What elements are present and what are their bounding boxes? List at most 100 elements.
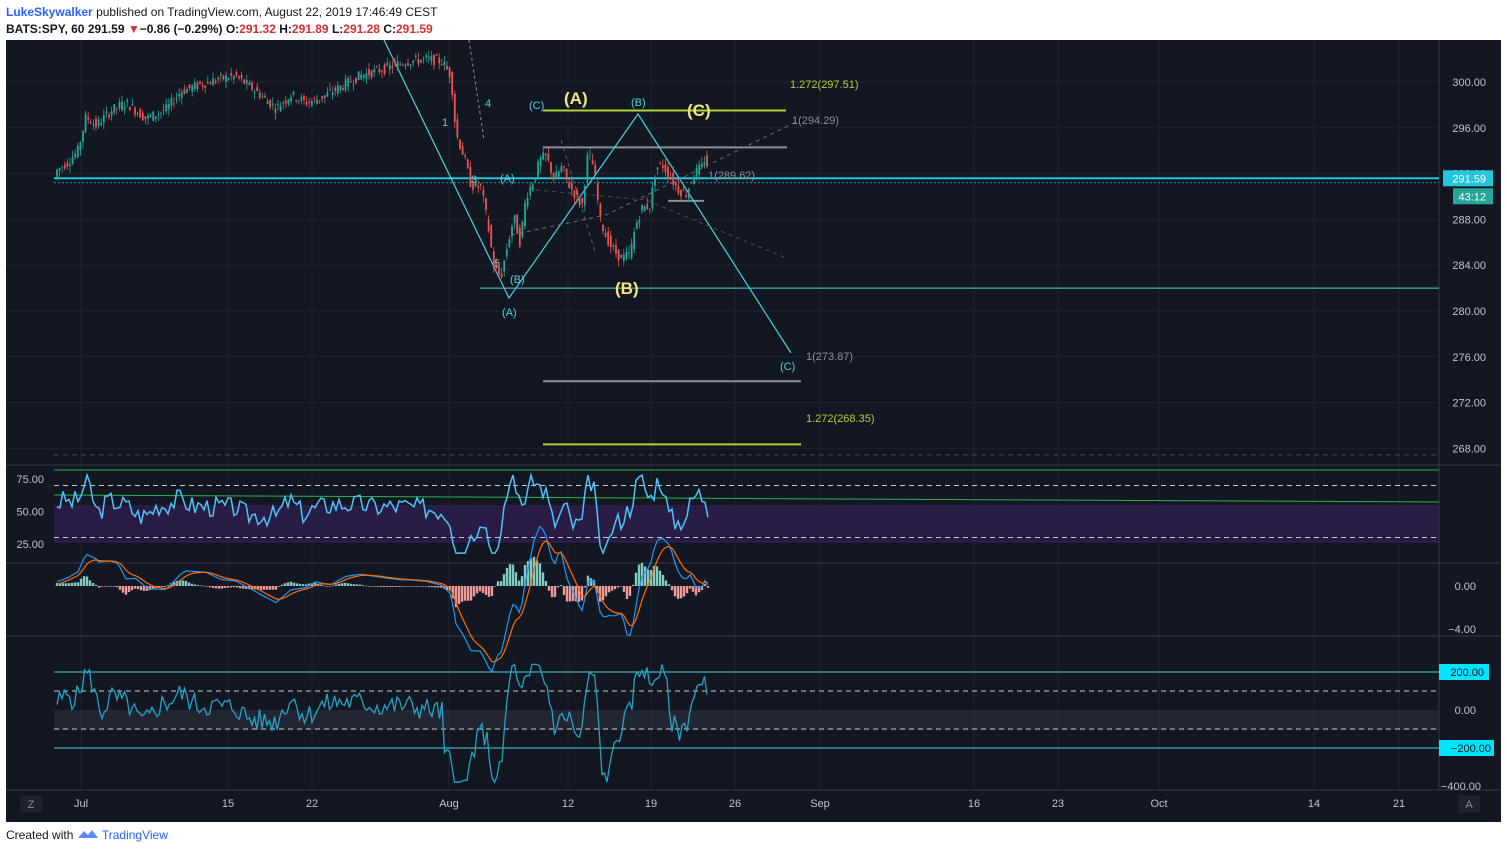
cci-tick-label: −400.00 [1441,781,1481,793]
candle-body [342,88,344,90]
auto-scale-a-button: A [1465,799,1473,811]
candle-body [193,82,196,90]
macd-histogram-bar [538,563,542,586]
macd-histogram-bar [298,583,302,586]
macd-histogram-bar [646,569,650,586]
macd-histogram-bar [616,586,620,588]
candle-body [638,219,641,223]
rsi-band-fill [54,505,1439,543]
candle-body [537,161,539,178]
date-tick-label: 21 [1393,798,1405,810]
candle-body [526,197,529,207]
macd-histogram-bar [241,586,245,589]
candle-body [282,102,285,104]
candle-body [251,82,253,90]
date-tick-label: 16 [968,798,980,810]
macd-histogram-bar [565,586,569,602]
candle-body [409,64,412,66]
candle-body [261,96,264,98]
macd-histogram-bar [301,584,305,586]
wave-label-A-major: (A) [564,89,588,108]
candle-body [412,60,415,63]
macd-histogram-bar [508,564,512,586]
candle-body [313,97,316,99]
macd-tick-label: 0.00 [1455,581,1476,593]
candle-body [110,111,113,116]
cci-200-badge-bg [1439,664,1489,680]
candle-body [630,243,633,259]
candle-body [277,103,279,105]
macd-histogram-bar [394,586,398,587]
macd-histogram-bar [124,586,128,595]
author-link[interactable]: LukeSkywalker [6,5,93,19]
macd-histogram-bar [214,586,218,589]
macd-histogram-bar [475,586,479,594]
candle-body [292,91,295,95]
macd-histogram-bar [148,586,152,591]
cci-tick-label: 200.00 [1450,667,1484,679]
candle-body [230,73,233,76]
macd-histogram-bar [664,580,668,586]
rsi-tick-label: 75.00 [16,474,44,486]
candle-body [542,152,545,160]
candle-body [641,204,643,211]
date-tick-label: 19 [645,798,657,810]
symbol-label: BATS:SPY, 60 [6,22,85,36]
candle-body [240,75,243,78]
macd-histogram-bar [196,585,200,586]
candle-body [175,97,178,99]
macd-histogram-bar [454,586,458,608]
candle-body [295,100,298,102]
macd-histogram-bar [628,586,632,596]
date-tick-label: 12 [562,798,574,810]
candle-body [266,101,269,105]
candle-body [388,64,391,70]
sub-wave-B-lower: (B) [510,274,525,286]
candle-body [196,83,199,89]
macd-histogram-bar [250,586,254,590]
wave-label-1: 1 [442,117,448,129]
macd-histogram-bar [385,586,389,587]
macd-histogram-bar [172,581,176,586]
tradingview-brand[interactable]: TradingView [101,828,168,842]
candle-body [290,97,292,102]
candle-body [609,235,612,247]
candle-body [466,159,469,169]
candle-body [635,222,638,229]
macd-histogram-bar [391,586,395,587]
macd-histogram-bar [388,586,392,587]
candle-body [238,75,240,78]
last-price: 291.59 [87,22,125,36]
candle-body [594,164,597,174]
candle-body [680,190,682,197]
macd-histogram-bar [466,586,470,601]
candle-body [687,188,690,199]
macd-histogram-bar [199,585,203,587]
candle-body [243,79,246,84]
candle-body [321,96,324,100]
macd-histogram-bar [478,586,482,592]
macd-histogram-bar [259,586,263,590]
macd-histogram-bar [445,586,449,590]
sub-wave-C-lower: (C) [780,361,795,373]
macd-histogram-bar [319,585,323,586]
candle-body [349,81,352,83]
candle-body [661,165,664,169]
candle-body [118,102,121,108]
chart-background [6,40,1501,822]
macd-histogram-bar [520,576,524,586]
macd-histogram-bar [130,586,134,591]
candle-body [628,251,630,253]
date-tick-label: Oct [1150,798,1167,810]
candle-body [297,100,300,102]
macd-histogram-bar [157,586,161,588]
macd-histogram-bar [202,585,206,587]
macd-histogram-bar [256,586,260,590]
price-badge: 291.59 [1452,173,1486,185]
candle-body [456,119,459,138]
chart-canvas[interactable]: 1.272(297.51) 1(294.29) 1(289.62) 1(273.… [6,40,1501,822]
macd-histogram-bar [637,564,641,586]
candle-body [503,260,506,272]
candle-body [539,157,542,167]
macd-histogram-bar [76,582,80,586]
